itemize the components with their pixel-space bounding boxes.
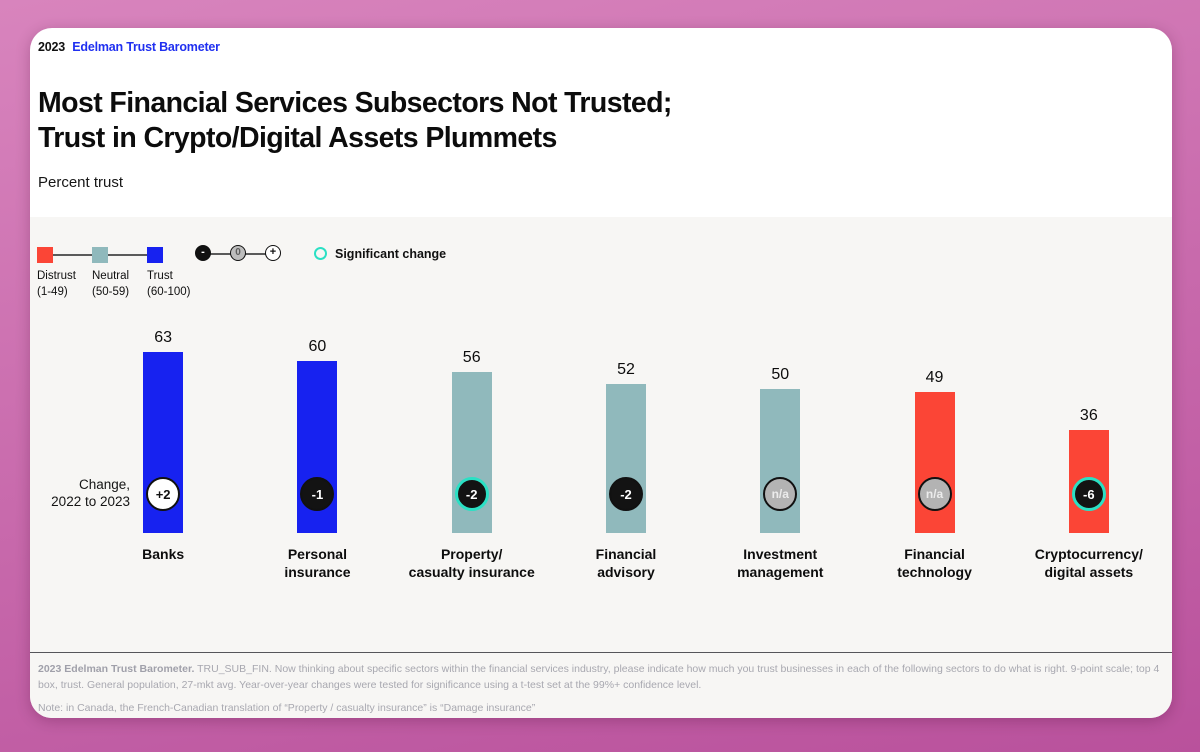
report-card: 2023 Edelman Trust Barometer Most Financ… xyxy=(30,28,1172,718)
legend-range-text: (50-59) xyxy=(92,285,130,298)
bar-wrap: 36 -6 xyxy=(1068,329,1109,533)
bar: -2 xyxy=(451,372,492,533)
legend-range-text: (60-100) xyxy=(147,285,191,298)
bar-label: Financial advisory xyxy=(595,546,657,580)
bar-label: Personal insurance xyxy=(284,546,351,580)
footer-source-bold: 2023 Edelman Trust Barometer. xyxy=(38,663,195,675)
legend-range-text: (1-49) xyxy=(37,285,68,298)
bars-row: 63 +2 Banks 60 -1 Personal insurance 56 … xyxy=(86,329,1166,582)
bar-wrap: 49 n/a xyxy=(914,329,955,533)
legend-connector-line xyxy=(108,254,147,256)
page-title: Most Financial Services Subsectors Not T… xyxy=(38,86,672,156)
bar-wrap: 63 +2 xyxy=(143,329,184,533)
bar-label: Banks xyxy=(142,546,185,562)
bar: -2 xyxy=(605,384,646,533)
bar-wrap: 56 -2 xyxy=(451,329,492,533)
bar-value: 63 xyxy=(154,329,173,346)
bar-label: Investment management xyxy=(737,546,824,580)
distrust-swatch-icon xyxy=(37,247,53,263)
change-badge: +2 xyxy=(146,477,181,511)
bar-group: 52 -2 Financial advisory xyxy=(549,329,703,582)
change-badge: -2 xyxy=(608,477,643,511)
bar-value: 56 xyxy=(462,349,481,366)
bar-label: Financial technology xyxy=(897,546,972,580)
bar: -1 xyxy=(297,361,338,533)
chart-panel: Distrust (1-49) Neutral (50-59) Trust (6… xyxy=(30,217,1172,718)
bar-value: 60 xyxy=(308,338,327,355)
bar: n/a xyxy=(914,392,955,533)
footer-source: 2023 Edelman Trust Barometer. TRU_SUB_FI… xyxy=(38,662,1160,694)
report-year: 2023 xyxy=(38,40,66,54)
bar-group: 36 -6 Cryptocurrency/ digital assets xyxy=(1012,329,1166,582)
bar-value: 52 xyxy=(617,361,635,378)
bar-value: 49 xyxy=(925,369,944,386)
bar-label: Property/ casualty insurance xyxy=(408,546,535,580)
footer-note: Note: in Canada, the French-Canadian tra… xyxy=(38,702,536,714)
neutral-swatch-icon xyxy=(92,247,108,263)
bar-value: 36 xyxy=(1079,407,1098,424)
bar: +2 xyxy=(143,352,184,533)
legend-connector-line xyxy=(53,254,92,256)
bar-group: 60 -1 Personal insurance xyxy=(240,329,394,582)
legend-label-text: Distrust xyxy=(37,270,76,282)
change-badge: -1 xyxy=(300,477,335,511)
bar-group: 63 +2 Banks xyxy=(86,329,240,582)
significant-change-icon xyxy=(314,247,327,260)
title-line-2: Trust in Crypto/Digital Assets Plummets xyxy=(38,122,557,154)
plus-circle-icon: + xyxy=(265,245,281,261)
bar-label: Cryptocurrency/ digital assets xyxy=(1034,546,1143,580)
bar-wrap: 60 -1 xyxy=(297,329,338,533)
trust-swatch-icon xyxy=(147,247,163,263)
footer-source-rest: TRU_SUB_FIN. Now thinking about specific… xyxy=(38,663,1160,691)
legend-label-neutral: Neutral (50-59) xyxy=(92,269,129,300)
legend-label-text: Neutral xyxy=(92,270,130,282)
change-badge: n/a xyxy=(917,477,952,511)
legend-label-text: Trust xyxy=(147,270,173,282)
change-badge: -6 xyxy=(1071,477,1106,511)
report-header: 2023 Edelman Trust Barometer xyxy=(38,40,220,54)
bar: -6 xyxy=(1068,430,1109,533)
minus-circle-icon: - xyxy=(195,245,211,261)
zero-circle-icon: 0 xyxy=(230,245,246,261)
footer-divider xyxy=(30,652,1172,653)
bar: n/a xyxy=(760,389,801,533)
significant-change-label: Significant change xyxy=(335,247,447,261)
bar-wrap: 50 n/a xyxy=(760,329,801,533)
title-line-1: Most Financial Services Subsectors Not T… xyxy=(38,87,672,119)
bar-wrap: 52 -2 xyxy=(605,329,646,533)
legend-label-trust: Trust (60-100) xyxy=(147,269,190,300)
brand-name: Edelman Trust Barometer xyxy=(72,40,220,54)
legend-label-distrust: Distrust (1-49) xyxy=(37,269,76,300)
change-badge: -2 xyxy=(454,477,489,511)
chart-subtitle: Percent trust xyxy=(38,174,124,191)
change-axis-label: Change, 2022 to 2023 xyxy=(51,477,130,509)
bar-group: 49 n/a Financial technology xyxy=(857,329,1011,582)
bar-group: 50 n/a Investment management xyxy=(703,329,857,582)
bar-value: 50 xyxy=(771,366,790,383)
bar-group: 56 -2 Property/ casualty insurance xyxy=(395,329,549,582)
change-badge: n/a xyxy=(763,477,798,511)
